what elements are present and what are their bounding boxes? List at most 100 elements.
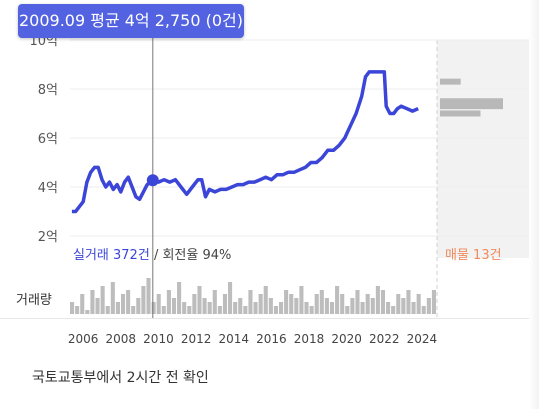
volume-bar xyxy=(166,290,171,314)
volume-bar xyxy=(391,306,396,314)
volume-bar xyxy=(360,302,365,314)
volume-bar xyxy=(197,286,202,314)
volume-bar xyxy=(340,294,345,314)
x-tick-label: 2018 xyxy=(294,332,325,346)
volume-bar xyxy=(222,294,228,314)
volume-bar xyxy=(299,286,304,314)
volume-bar xyxy=(187,306,192,314)
volume-bar xyxy=(273,306,278,314)
volume-bar xyxy=(294,298,299,314)
listings-count[interactable]: 매물 13건 xyxy=(445,248,502,263)
volume-bars xyxy=(70,278,436,314)
volume-bar xyxy=(207,302,212,314)
volume-bar xyxy=(289,294,294,314)
volume-bar xyxy=(396,294,401,314)
volume-bar xyxy=(355,290,360,314)
turnover-rate: / 회전율 94% xyxy=(153,248,232,263)
volume-bar xyxy=(177,282,182,314)
volume-bar xyxy=(263,286,268,314)
volume-bar xyxy=(324,298,329,314)
volume-bar xyxy=(345,306,350,314)
y-tick-label: 6억 xyxy=(38,132,58,147)
volume-bar xyxy=(365,294,370,314)
volume-bar xyxy=(375,286,380,314)
volume-bar xyxy=(217,306,222,314)
volume-bar xyxy=(95,298,100,314)
volume-bar xyxy=(416,294,421,314)
volume-bar xyxy=(309,306,314,314)
y-tick-label: 2억 xyxy=(38,230,58,245)
volume-bar xyxy=(406,290,411,314)
x-tick-label: 2010 xyxy=(143,332,174,346)
volume-bar xyxy=(146,278,151,314)
volume-bar xyxy=(421,306,426,314)
x-tick-label: 2012 xyxy=(181,332,212,346)
volume-bar xyxy=(278,302,284,314)
x-tick-label: 2024 xyxy=(407,332,438,346)
trades-summary: 실거래 372건 / 회전율 94% xyxy=(73,244,231,263)
listing-bar xyxy=(440,103,503,110)
volume-bar xyxy=(350,298,355,314)
volume-bar xyxy=(314,294,319,314)
volume-bar xyxy=(243,306,248,314)
listing-area xyxy=(437,40,529,258)
x-tick-label: 2016 xyxy=(256,332,287,346)
x-tick-label: 2022 xyxy=(369,332,400,346)
volume-bar xyxy=(136,298,141,314)
volume-bar xyxy=(268,298,273,314)
source-note: 국토교통부에서 2시간 전 확인 xyxy=(32,370,209,386)
volume-bar xyxy=(131,306,136,314)
volume-bar xyxy=(151,302,156,314)
trades-count[interactable]: 실거래 372건 xyxy=(73,248,150,263)
price-line xyxy=(71,70,419,214)
highlight-point[interactable] xyxy=(146,174,159,187)
x-axis-labels: 2006 2008 2010 2012 2014 2016 2018 2020 2022 2024 xyxy=(68,332,437,346)
tooltip: 2009.09 평균 4억 2,750 (0건) xyxy=(18,4,244,38)
x-tick-label: 2008 xyxy=(106,332,137,346)
right-edge xyxy=(529,0,539,409)
volume-bar xyxy=(182,302,187,314)
volume-bar xyxy=(192,294,197,314)
gridlines xyxy=(70,39,530,237)
volume-bar xyxy=(90,290,95,314)
volume-bar xyxy=(161,306,166,314)
volume-bar xyxy=(431,290,436,314)
volume-bar xyxy=(110,282,115,314)
volume-label: 거래량 xyxy=(16,293,52,308)
listing-price-bars xyxy=(440,78,503,117)
volume-bar xyxy=(212,290,217,314)
volume-bar xyxy=(141,286,146,314)
listing-bar xyxy=(440,78,461,85)
volume-bar xyxy=(426,298,431,314)
volume-bar xyxy=(238,298,243,314)
volume-bar xyxy=(80,294,85,314)
x-tick-label: 2014 xyxy=(218,332,249,346)
volume-bar xyxy=(319,290,324,314)
volume-bar xyxy=(335,286,340,314)
volume-bar xyxy=(115,302,120,314)
volume-bar xyxy=(70,302,75,314)
x-tick-label: 2020 xyxy=(331,332,362,346)
volume-bar xyxy=(75,306,80,314)
volume-bar xyxy=(85,310,90,314)
listing-bar xyxy=(440,98,503,105)
volume-bar xyxy=(284,290,289,314)
volume-bar xyxy=(370,298,375,314)
volume-bar xyxy=(156,294,161,314)
volume-bar xyxy=(120,294,126,314)
volume-bar xyxy=(380,290,386,314)
volume-bar xyxy=(411,302,416,314)
volume-bar xyxy=(386,302,391,314)
volume-bar xyxy=(228,282,233,314)
volume-bar xyxy=(105,306,110,314)
volume-bar xyxy=(329,302,335,314)
volume-bar xyxy=(171,298,177,314)
divider xyxy=(0,318,539,319)
volume-bar xyxy=(248,290,253,314)
volume-bar xyxy=(258,294,263,314)
volume-bar xyxy=(202,298,207,314)
x-tick-label: 2006 xyxy=(68,332,99,346)
volume-bar xyxy=(253,302,258,314)
